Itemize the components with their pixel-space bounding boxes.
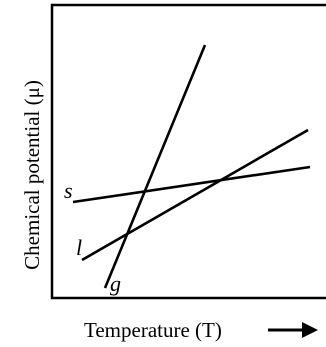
liquid-label: l <box>76 235 82 260</box>
right-arrow-icon <box>268 322 318 338</box>
gas-label: g <box>110 271 121 296</box>
gas-line <box>103 44 207 289</box>
y-axis-label: Chemical potential (μ) <box>20 80 44 270</box>
x-axis-label: Temperature (T) <box>84 318 222 342</box>
solid-line <box>72 165 311 204</box>
liquid-line <box>81 128 309 262</box>
solid-label: s <box>64 178 73 203</box>
plot-frame <box>50 3 326 300</box>
